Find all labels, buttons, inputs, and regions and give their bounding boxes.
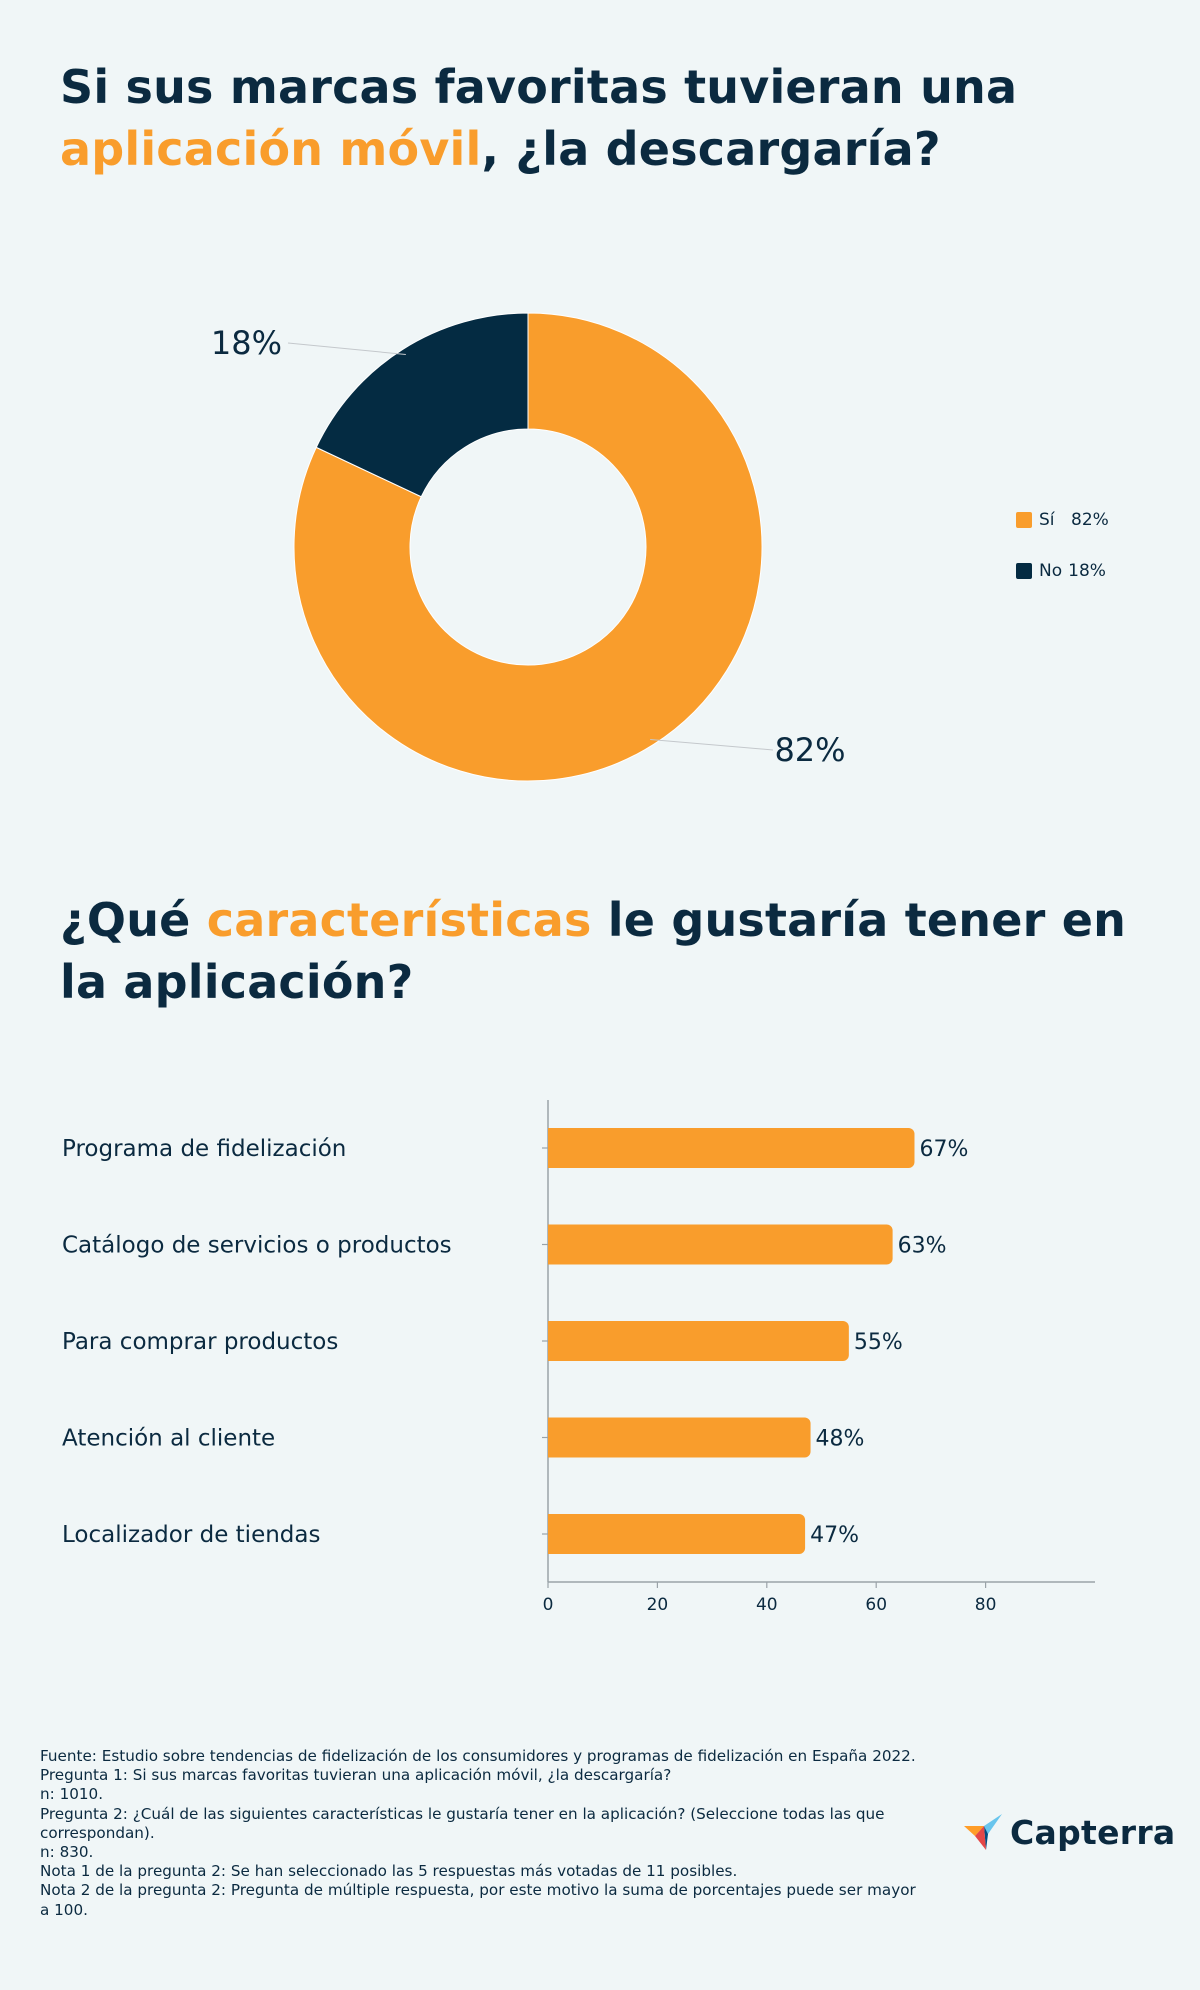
legend-swatch-no (1016, 563, 1032, 579)
bar-category-label: Localizador de tiendas (62, 1522, 320, 1548)
donut-chart-title: Si sus marcas favoritas tuvieran una apli… (60, 56, 1060, 180)
title-text-end: le gustaría tener en la aplicación? (60, 893, 1127, 1009)
legend-label-si: Sí (1039, 510, 1055, 530)
title-text: Si sus marcas favoritas tuvieran una (60, 60, 1018, 114)
donut-slice-si (293, 312, 763, 782)
legend-label-no: No (1039, 561, 1063, 581)
legend: Sí 82% No 18% (1016, 508, 1109, 610)
title-highlight: aplicación móvil (60, 122, 482, 176)
capterra-logo: Capterra (962, 1812, 1175, 1852)
footnote-line: Pregunta 2: ¿Cuál de las siguientes cara… (40, 1804, 885, 1842)
donut-chart: 82% 18% (211, 312, 846, 782)
x-tick-label: 80 (975, 1595, 997, 1615)
bar-square-end (548, 1128, 556, 1168)
legend-value-no: 18% (1068, 561, 1106, 581)
bar-chart: Programa de fidelización 67% Catálogo de s… (62, 1100, 1095, 1615)
bar (548, 1321, 849, 1361)
bar-square-end (548, 1224, 556, 1265)
footnote-line: Nota 2 de la pregunta 2: Pregunta de múl… (40, 1881, 916, 1919)
footnote-line: Pregunta 1: Si sus marcas favoritas tuvi… (40, 1766, 672, 1785)
x-tick-label: 40 (756, 1595, 778, 1615)
bar (548, 1417, 811, 1458)
bar-data-label: 55% (854, 1330, 903, 1355)
legend-value-si: 82% (1071, 510, 1109, 530)
donut-slice-no (315, 312, 529, 498)
bar-data-label: 48% (816, 1427, 865, 1452)
bar-square-end (548, 1321, 556, 1361)
donut-leader-line (287, 342, 406, 355)
bar (548, 1514, 806, 1554)
bar (548, 1128, 915, 1168)
bar (548, 1224, 893, 1265)
bar-category-label: Programa de fidelización (62, 1136, 346, 1162)
title-text: ¿Qué (60, 893, 207, 947)
x-tick-label: 0 (543, 1595, 554, 1615)
footnotes: Fuente: Estudio sobre tendencias de fide… (40, 1747, 920, 1920)
bar-chart-title: ¿Qué características le gustaría tener e… (60, 889, 1160, 1013)
donut-data-label: 18% (211, 324, 282, 362)
bar-category-label: Atención al cliente (62, 1426, 275, 1452)
donut-data-label: 82% (774, 731, 845, 769)
bar-data-label: 63% (898, 1234, 947, 1259)
x-tick-label: 60 (865, 1595, 887, 1615)
legend-swatch-si (1016, 512, 1032, 528)
donut-leader-line (650, 739, 774, 751)
bar-square-end (548, 1514, 556, 1554)
legend-item-no: No 18% (1016, 559, 1109, 583)
footnote-line: Nota 1 de la pregunta 2: Se han seleccio… (40, 1862, 738, 1881)
footnote-line: n: 1010. (40, 1785, 104, 1804)
footnote-line: n: 830. (40, 1843, 94, 1862)
x-tick-label: 20 (647, 1595, 669, 1615)
legend-item-si: Sí 82% (1016, 508, 1109, 532)
title-text-end: , ¿la descargaría? (481, 122, 941, 176)
capterra-logo-icon (964, 1814, 1002, 1850)
bar-square-end (548, 1417, 556, 1458)
footnote-line: Fuente: Estudio sobre tendencias de fide… (40, 1747, 916, 1765)
bar-category-label: Para comprar productos (62, 1329, 338, 1355)
title-highlight: características (206, 893, 592, 947)
bar-data-label: 47% (810, 1523, 859, 1548)
capterra-logo-text: Capterra (1010, 1812, 1176, 1852)
bar-category-label: Catálogo de servicios o productos (62, 1233, 452, 1259)
bar-data-label: 67% (919, 1137, 968, 1162)
